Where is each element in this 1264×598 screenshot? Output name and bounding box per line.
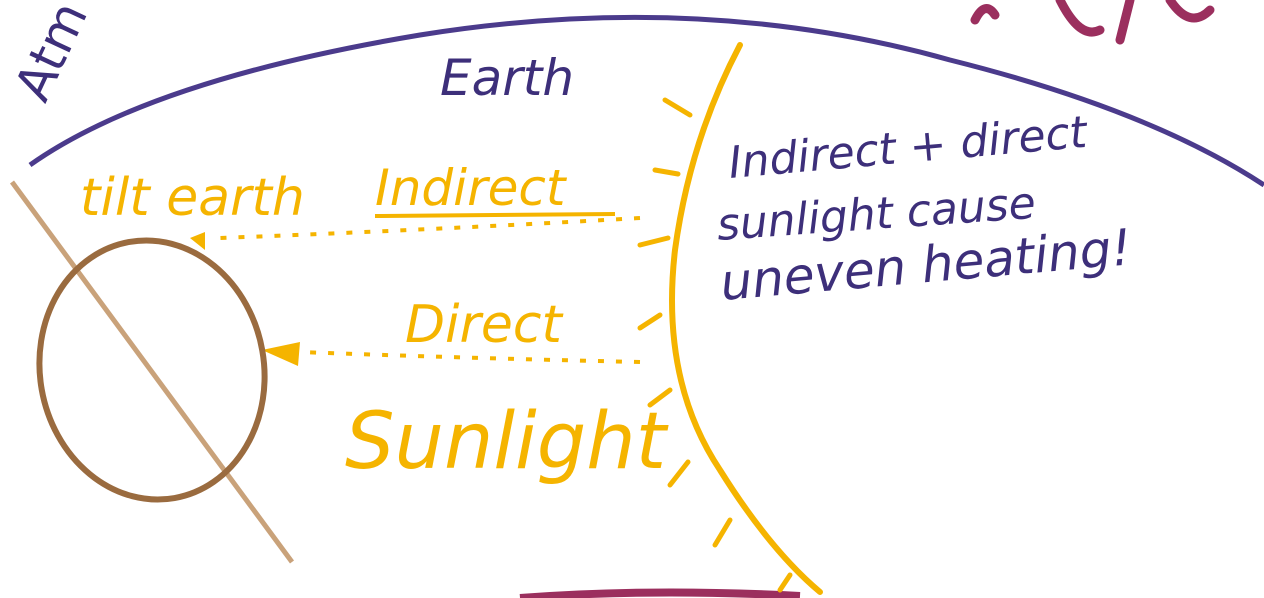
earth-label: Earth [440,49,574,107]
cut-off-scribble [970,0,1215,45]
atmosphere-arc [28,14,1264,188]
indirect-arrowhead [190,232,205,250]
bottom-line [519,588,801,598]
direct-arrowhead [262,342,300,366]
note-line: Indirect + direct [727,107,1091,189]
direct-label: Direct [405,295,563,355]
earth-circle [36,237,268,503]
earth-axis [9,180,295,564]
sunlight-label: Sunlight [345,397,669,487]
indirect-ray [219,216,641,240]
sun-rays [637,97,793,593]
indirect-label: Indirect [375,159,568,217]
tilt-label: tilt earth [80,168,305,228]
indirect-underline [374,212,616,218]
atmosphere-label: Atm [3,0,99,110]
sun-curve [669,42,823,595]
